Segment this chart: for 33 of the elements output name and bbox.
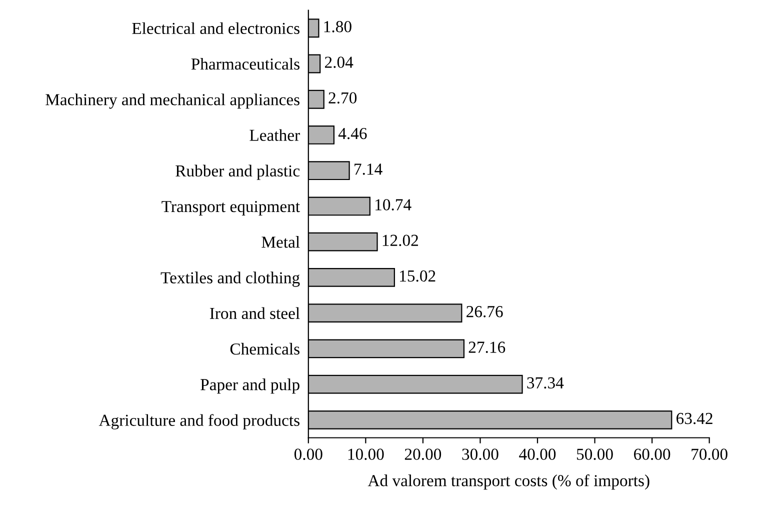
data-label: 7.14 <box>354 164 382 175</box>
y-tick-label: Textiles and clothing <box>160 272 300 287</box>
y-tick-label: Electrical and electronics <box>132 22 300 34</box>
y-tick-label: Agriculture and food products <box>98 414 300 430</box>
y-tick-label: Transport equipment <box>162 200 300 216</box>
x-tick-label: 60.00 <box>634 448 670 460</box>
y-tick-label: Iron and steel <box>210 307 300 320</box>
x-tick-label: 0.00 <box>294 448 322 460</box>
data-label: 26.76 <box>466 306 503 318</box>
data-label: 37.34 <box>527 377 564 389</box>
y-tick-label: Leather <box>250 129 300 141</box>
y-tick-label: Pharmaceuticals <box>191 58 300 70</box>
y-tick-label: Chemicals <box>230 342 300 355</box>
data-label: 15.02 <box>400 270 436 282</box>
y-tick-label: Rubber and plastic <box>176 164 300 180</box>
x-tick-label: 10.00 <box>348 448 384 460</box>
x-tick-label: 20.00 <box>404 448 442 460</box>
data-label: 4.46 <box>338 128 367 140</box>
x-tick-label: 40.00 <box>519 448 556 460</box>
data-label: 27.16 <box>468 342 506 353</box>
data-label: 63.42 <box>676 412 712 424</box>
y-tick-label: Paper and pulp <box>200 378 300 394</box>
x-tick-label: 30.00 <box>462 448 498 460</box>
data-label: 1.80 <box>324 21 352 32</box>
x-tick-label: 70.00 <box>692 448 728 460</box>
data-label: 10.74 <box>376 199 412 210</box>
x-axis-title: Ad valorem transport costs (% of imports) <box>368 474 650 490</box>
y-tick-label: Metal <box>262 236 300 248</box>
data-label: 2.04 <box>324 56 354 68</box>
x-tick-label: 50.00 <box>576 448 613 460</box>
y-tick-label: Machinery and mechanical appliances <box>46 94 300 109</box>
data-label: 12.02 <box>382 234 418 246</box>
data-label: 2.70 <box>328 92 357 104</box>
